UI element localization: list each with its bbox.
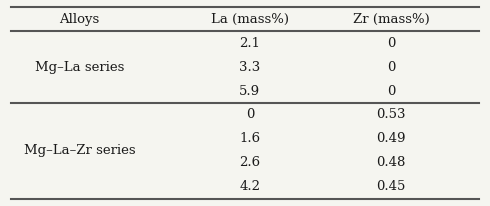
Text: Mg–La series: Mg–La series bbox=[35, 61, 124, 74]
Text: 0: 0 bbox=[245, 108, 254, 122]
Text: 0.49: 0.49 bbox=[376, 132, 406, 145]
Text: 0: 0 bbox=[387, 84, 395, 98]
Text: 5.9: 5.9 bbox=[239, 84, 260, 98]
Text: 4.2: 4.2 bbox=[240, 180, 260, 193]
Text: 1.6: 1.6 bbox=[239, 132, 260, 145]
Text: Mg–La–Zr series: Mg–La–Zr series bbox=[24, 144, 135, 157]
Text: 0.48: 0.48 bbox=[376, 156, 406, 169]
Text: 0: 0 bbox=[387, 37, 395, 50]
Text: 0.45: 0.45 bbox=[376, 180, 406, 193]
Text: La (mass%): La (mass%) bbox=[211, 13, 289, 26]
Text: 2.1: 2.1 bbox=[240, 37, 260, 50]
Text: 2.6: 2.6 bbox=[239, 156, 260, 169]
Text: 0: 0 bbox=[387, 61, 395, 74]
Text: Zr (mass%): Zr (mass%) bbox=[353, 13, 430, 26]
Text: 0.53: 0.53 bbox=[376, 108, 406, 122]
Text: 3.3: 3.3 bbox=[239, 61, 261, 74]
Text: Alloys: Alloys bbox=[59, 13, 99, 26]
